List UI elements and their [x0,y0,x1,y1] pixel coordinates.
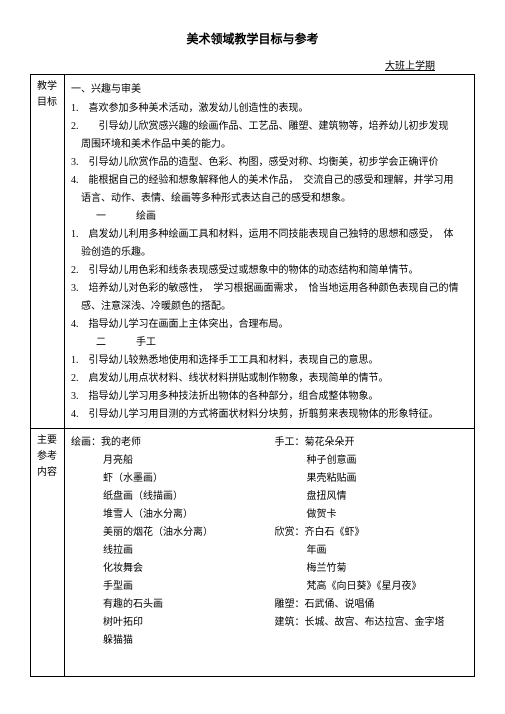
ref-item: 纸盘画（线描画） [71,488,265,505]
goal-item: 周围环境和美术作品中美的能力。 [71,136,468,153]
ref-item: 种子创意画 [275,452,469,469]
goal-item: 4. 能根据自己的经验和想象解释他人的美术作品， 交流自己的感受和理解，并学习用 [71,172,468,189]
goals-label-2: 目标 [37,95,58,111]
goal-item: 1. 启发幼儿利用多种绘画工具和材料，运用不同技能表现自己独特的思想和感受， 体 [71,226,468,243]
ref-appreciation-header: 欣赏：齐白石《虾》 [275,524,469,541]
goal-item: 3. 指导幼儿学习用多种技法折出物体的各种部分，组合成整体物象。 [71,388,468,405]
goal-item: 语言、动作、表情、绘画等多种形式表达自己的感受和想象。 [71,190,468,207]
goal-item: 验创造的乐趣。 [71,244,468,261]
goal-item: 2. 引导幼儿欣赏感兴趣的绘画作品、工艺品、雕塑、建筑物等，培养幼儿初步发现 [71,118,468,135]
ref-item: 躲猫猫 [71,632,265,649]
ref-label-1: 主要 [37,433,58,449]
goal-item: 感、注意深浅、冷暖颜色的搭配。 [71,298,468,315]
ref-item: 有趣的石头画 [71,596,265,613]
ref-item: 堆雪人（油水分离） [71,506,265,523]
ref-item: 手型画 [71,578,265,595]
ref-right-col: 手工：菊花朵朵开 种子创意画 果壳粘贴画 盘扭风情 做贺卡 欣赏：齐白石《虾》 … [275,433,469,672]
reference-content-cell: 绘画：我的老师 月亮船 虾（水墨画） 纸盘画（线描画） 堆雪人（油水分离） 美丽… [65,429,475,677]
ref-item: 果壳粘贴画 [275,470,469,487]
ref-item: 月亮船 [71,452,265,469]
ref-item: 线拉画 [71,542,265,559]
ref-item: 盘扭风情 [275,488,469,505]
goals-label-1: 教学 [37,79,58,95]
main-table: 教学 目标 一、兴趣与审美 1. 喜欢参加多种美术活动，激发幼儿创造性的表现。 … [30,74,475,677]
goal-item: 2. 引导幼儿用色彩和线条表现感受过或想象中的物体的动态结构和简单情节。 [71,262,468,279]
ref-label-3: 内容 [37,465,58,481]
reference-label-cell: 主要 参考 内容 [31,429,65,677]
ref-item: 美丽的烟花（油水分离） [71,524,265,541]
goal-item: 4. 引导幼儿学习用目测的方式将面状材料分块剪，折翦剪来表现物体的形象特征。 [71,406,468,423]
goal-item: 4. 指导幼儿学习在画面上主体突出，合理布局。 [71,316,468,333]
ref-item: 梅兰竹菊 [275,560,469,577]
ref-item: 虾（水墨画） [71,470,265,487]
section-1-header: 一、兴趣与审美 [71,81,468,98]
goal-item: 1. 引导幼儿较熟悉地使用和选择手工工具和材料，表现自己的意思。 [71,352,468,369]
ref-label-2: 参考 [37,449,58,465]
goal-item: 3. 引导幼儿欣赏作品的造型、色彩、构图，感受对称、均衡美，初步学会正确评价 [71,154,468,171]
ref-craft-header: 手工：菊花朵朵开 [275,434,469,451]
ref-item: 树叶拓印 [71,614,265,631]
ref-architecture-header: 建筑：长城、故宫、布达拉宫、金字塔 [275,614,469,631]
ref-drawing-header: 绘画：我的老师 [71,434,265,451]
ref-item: 年画 [275,542,469,559]
ref-left-col: 绘画：我的老师 月亮船 虾（水墨画） 纸盘画（线描画） 堆雪人（油水分离） 美丽… [71,433,275,672]
ref-sculpture-header: 雕塑：石武俑、说唱俑 [275,596,469,613]
page-title: 美术领域教学目标与参考 [30,30,475,47]
sub-section-2: 二 手工 [71,334,468,351]
goal-item: 2. 启发幼儿用点状材料、线状材料拼贴或制作物象，表现简单的情节。 [71,370,468,387]
ref-item: 梵高《向日葵》《星月夜》 [275,578,469,595]
goal-item: 1. 喜欢参加多种美术活动，激发幼儿创造性的表现。 [71,100,468,117]
semester-label: 大班上学期 [30,57,475,72]
ref-item: 做贺卡 [275,506,469,523]
sub-section-1: 一 绘画 [71,208,468,225]
goal-item: 3. 培养幼儿对色彩的敏感性， 学习根据画面需求， 恰当地运用各种颜色表现自己的… [71,280,468,297]
ref-item: 化妆舞会 [71,560,265,577]
goals-content-cell: 一、兴趣与审美 1. 喜欢参加多种美术活动，激发幼儿创造性的表现。 2. 引导幼… [65,75,475,429]
goals-label-cell: 教学 目标 [31,75,65,429]
